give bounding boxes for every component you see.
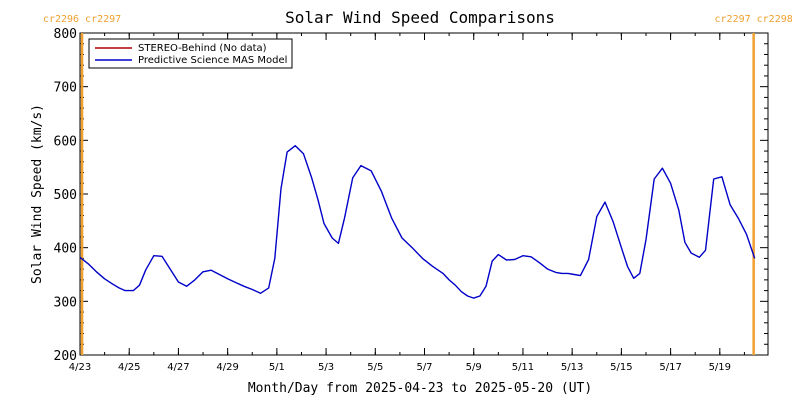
x-tick-label: 5/1 <box>269 362 285 373</box>
x-tick-label: 4/29 <box>216 362 238 373</box>
chart-title: Solar Wind Speed Comparisons <box>285 8 555 27</box>
legend-label-mas-model: Predictive Science MAS Model <box>138 55 287 66</box>
plot-frame <box>79 32 769 356</box>
carrington-label-after: cr2297 <box>85 14 121 25</box>
y-tick-label: 700 <box>54 81 77 96</box>
legend-box <box>88 38 293 69</box>
series-layer <box>79 144 756 299</box>
y-axis-label: Solar Wind Speed (km/s) <box>30 104 45 284</box>
legend-label-stereo-behind: STEREO-Behind (No data) <box>138 43 267 54</box>
y-tick-label: 200 <box>54 349 77 364</box>
x-tick-label: 4/27 <box>167 362 189 373</box>
x-tick-label: 5/7 <box>416 362 432 373</box>
carrington-label-after: cr2298 <box>757 14 793 25</box>
carrington-rotation-labels: cr2296 cr2297 cr2297 cr2298 <box>43 14 793 25</box>
y-tick-label: 800 <box>54 27 77 42</box>
x-tick-label: 5/9 <box>466 362 482 373</box>
carrington-label-before: cr2296 <box>43 14 79 25</box>
legend: STEREO-Behind (No data) Predictive Scien… <box>88 38 293 69</box>
carrington-rotation-lines <box>80 33 755 355</box>
y-tick-label: 500 <box>54 188 77 203</box>
x-tick-label: 5/17 <box>659 362 681 373</box>
y-tick-label: 400 <box>54 242 77 257</box>
carrington-label-before: cr2297 <box>715 14 751 25</box>
x-tick-label: 5/15 <box>610 362 632 373</box>
axis-ticks: 200 300 400 500 600 700 800 4/23 4/25 4/27 4/29 5/1… <box>54 27 768 373</box>
x-tick-label: 5/5 <box>367 362 383 373</box>
x-tick-label: 4/25 <box>118 362 140 373</box>
x-tick-label: 5/11 <box>512 362 534 373</box>
x-tick-label: 5/19 <box>709 362 731 373</box>
x-axis-label: Month/Day from 2025-04-23 to 2025-05-20 … <box>248 381 592 396</box>
x-tick-label: 5/13 <box>561 362 583 373</box>
x-tick-label: 5/3 <box>318 362 334 373</box>
y-tick-label: 600 <box>54 134 77 149</box>
series-line-mas-model <box>79 144 756 299</box>
y-tick-label: 300 <box>54 295 77 310</box>
x-tick-label: 4/23 <box>69 362 91 373</box>
